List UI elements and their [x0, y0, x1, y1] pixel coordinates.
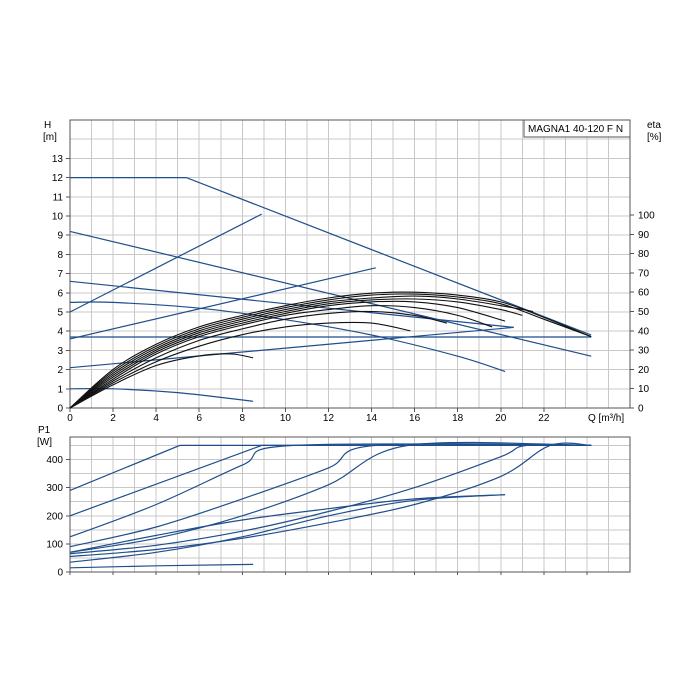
y2-tick-label: 40 — [638, 326, 650, 337]
efficiency-curve — [69, 305, 493, 409]
power-panel: 0 100 200 300 400 — [46, 436, 631, 579]
legend-box — [523, 119, 631, 138]
y-tick-label: 10 — [52, 212, 64, 223]
y2-tick-label: 10 — [638, 384, 650, 395]
power-curve — [69, 494, 506, 553]
efficiency-curve — [69, 291, 592, 409]
x-tick-label: 10 — [280, 413, 292, 424]
y-tick-label: 3 — [57, 346, 63, 357]
y2-tick-label: 70 — [638, 268, 650, 279]
efficiency-curve — [69, 298, 523, 409]
y-tick-label: 13 — [52, 154, 64, 165]
y-axis-unit-p1: [W] — [37, 437, 52, 448]
control-line — [69, 213, 262, 313]
y2-tick-label: 30 — [638, 346, 650, 357]
legend-title: MAGNA1 40-120 F N — [528, 124, 623, 135]
y2-axis-unit-eta: [%] — [647, 132, 662, 143]
y-tick-label: 400 — [46, 455, 63, 466]
head-curve — [70, 177, 592, 336]
y2-tick-label: 80 — [638, 249, 650, 260]
y-tick-label: 2 — [57, 365, 63, 376]
y2-axis-label-eta: eta — [647, 120, 661, 131]
x-tick-label: 20 — [495, 413, 507, 424]
efficiency-curve — [69, 300, 506, 409]
y-tick-label: 11 — [53, 192, 64, 203]
y2-tick-label: 100 — [638, 211, 655, 222]
x-tick-label: 8 — [240, 413, 246, 424]
y-tick-label: 200 — [46, 511, 63, 522]
y2-tick-label: 50 — [638, 307, 650, 318]
y-axis-unit-h: [m] — [43, 132, 57, 143]
control-line — [69, 267, 376, 340]
y-tick-label: 8 — [57, 250, 63, 261]
x-tick-label: 2 — [110, 413, 116, 424]
efficiency-curve — [69, 310, 448, 409]
head-curve — [69, 387, 254, 402]
x-tick-label: 16 — [409, 413, 421, 424]
x-tick-label: 0 — [67, 413, 73, 424]
power-curve — [69, 494, 506, 563]
y-tick-label: 100 — [46, 539, 63, 550]
y-axis-label-h: H — [44, 120, 51, 131]
y-tick-label: 300 — [46, 483, 63, 494]
x-tick-label: 18 — [452, 413, 464, 424]
y-tick-label: 6 — [57, 288, 63, 299]
y-tick-label: 9 — [57, 231, 63, 242]
y2-tick-label: 60 — [638, 288, 650, 299]
x-axis-label-q: Q [m³/h] — [588, 413, 624, 424]
efficiency-curve — [69, 295, 534, 409]
y-tick-label: 0 — [57, 568, 63, 579]
head-curve — [69, 230, 592, 357]
efficiency-curve — [69, 353, 254, 409]
power-curve — [69, 444, 592, 555]
power-curve — [69, 563, 254, 569]
y-tick-label: 5 — [57, 308, 63, 319]
x-tick-label: 6 — [196, 413, 202, 424]
plot-frame-top — [69, 119, 631, 409]
head-efficiency-panel: 0 2 4 6 8 10 12 14 16 18 20 22012345678910111213010… — [52, 119, 655, 424]
y-tick-label: 0 — [57, 404, 63, 415]
y2-tick-label: 20 — [638, 365, 650, 376]
x-tick-label: 12 — [323, 413, 335, 424]
x-tick-label: 22 — [538, 413, 550, 424]
control-line — [69, 326, 514, 369]
efficiency-curve — [69, 293, 592, 409]
plot-frame-bottom — [69, 436, 631, 573]
x-tick-label: 14 — [366, 413, 378, 424]
x-tick-label: 4 — [153, 413, 159, 424]
y-tick-label: 7 — [57, 269, 63, 280]
power-curve — [69, 442, 592, 558]
power-curve — [69, 444, 592, 517]
y2-tick-label: 0 — [638, 404, 644, 415]
y2-tick-label: 90 — [638, 230, 650, 241]
y-axis-label-p1: P1 — [38, 425, 51, 436]
power-curve — [69, 443, 592, 548]
efficiency-curve — [69, 321, 411, 409]
y-tick-label: 1 — [57, 384, 63, 395]
y-tick-label: 4 — [57, 327, 63, 338]
power-curve — [69, 441, 592, 553]
y-tick-label: 12 — [52, 173, 64, 184]
